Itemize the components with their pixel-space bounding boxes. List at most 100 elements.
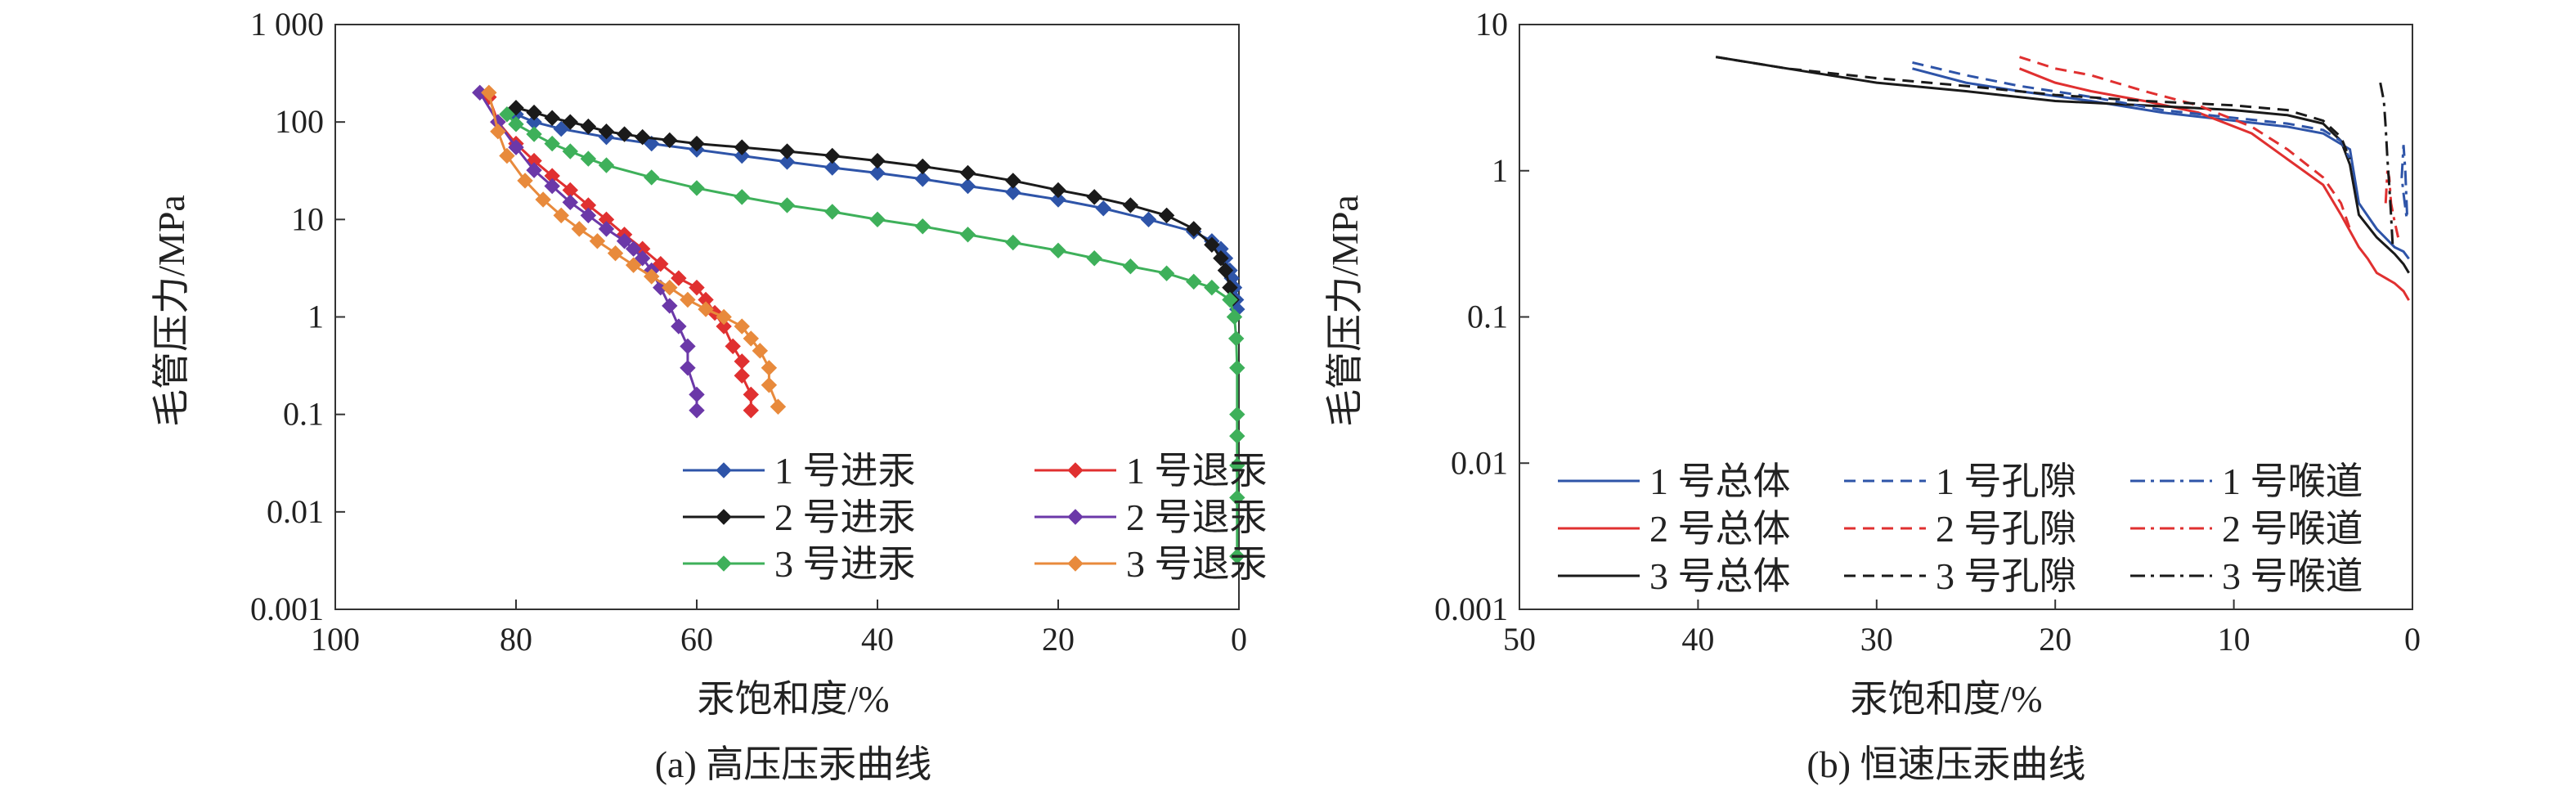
data-point xyxy=(1122,258,1139,275)
panel-a-chart: 毛管压力/MPa 汞饱和度/% (a) 高压压汞曲线 0.001 0.01 0.1 1… xyxy=(150,6,1268,785)
data-point xyxy=(544,177,560,195)
y-tick-label: 0.001 xyxy=(1434,591,1508,627)
data-point xyxy=(662,279,678,296)
x-tick-label: 50 xyxy=(1503,621,1536,658)
x-tick-label: 60 xyxy=(680,621,713,658)
data-point xyxy=(508,100,524,116)
series-line xyxy=(515,113,1239,310)
data-point xyxy=(634,128,651,146)
x-tick-label: 20 xyxy=(2039,621,2071,658)
legend-marker xyxy=(716,509,732,525)
series-6 xyxy=(481,84,787,415)
series-2 xyxy=(2018,67,2410,301)
y-tick-label: 1 xyxy=(307,299,324,335)
data-point xyxy=(1140,211,1157,228)
data-point xyxy=(1005,234,1021,251)
data-point xyxy=(562,114,579,130)
data-point xyxy=(1204,279,1220,296)
data-point xyxy=(716,308,732,326)
x-tick-label: 100 xyxy=(311,621,360,658)
series-line xyxy=(1912,67,2410,260)
legend-marker xyxy=(716,462,732,478)
data-point xyxy=(824,159,841,176)
data-point xyxy=(671,318,687,335)
legend-entry: 2 号孔隙 xyxy=(1844,508,2077,550)
legend-entry: 3 号退汞 xyxy=(1034,543,1268,585)
series-line xyxy=(2379,82,2394,248)
data-point xyxy=(653,255,669,272)
panel-a-ylabel: 毛管压力/MPa xyxy=(150,195,192,427)
data-point xyxy=(734,147,750,164)
data-point xyxy=(644,268,660,285)
data-point xyxy=(761,360,778,376)
legend-marker xyxy=(1067,555,1084,572)
data-point xyxy=(562,143,579,159)
legend-label: 1 号孔隙 xyxy=(1936,460,2077,502)
data-point xyxy=(580,118,597,135)
data-point xyxy=(1222,291,1238,308)
data-point xyxy=(1204,236,1220,253)
x-tick-label: 40 xyxy=(1681,621,1714,658)
data-point xyxy=(869,152,886,169)
legend-label: 3 号进汞 xyxy=(774,543,916,585)
data-point xyxy=(1229,360,1245,376)
data-point xyxy=(1005,184,1021,200)
series-5 xyxy=(2019,56,2351,230)
series-line xyxy=(1912,61,2351,160)
panel-a-caption: (a) 高压压汞曲线 xyxy=(655,743,932,785)
legend-marker xyxy=(1067,462,1084,478)
panel-b-xlabel: 汞饱和度/% xyxy=(1850,678,2042,720)
legend-label: 1 号总体 xyxy=(1649,460,1791,502)
legend-label: 2 号孔隙 xyxy=(1936,508,2077,550)
data-point xyxy=(1217,262,1234,279)
data-point xyxy=(689,279,705,296)
data-point xyxy=(914,218,931,235)
data-point xyxy=(616,233,633,249)
data-point xyxy=(869,211,886,228)
data-point xyxy=(671,270,687,286)
legend-entry: 3 号孔隙 xyxy=(1844,555,2077,597)
data-point xyxy=(499,106,515,123)
legend-entry: 3 号进汞 xyxy=(683,543,916,585)
data-point xyxy=(680,360,696,376)
data-point xyxy=(544,110,560,126)
data-point xyxy=(1213,250,1229,267)
legend-label: 2 号退汞 xyxy=(1126,496,1268,538)
legend-label: 1 号退汞 xyxy=(1126,450,1268,492)
data-point xyxy=(1186,221,1202,237)
y-tick-label: 10 xyxy=(291,200,324,237)
data-point xyxy=(869,164,886,182)
data-point xyxy=(779,154,796,170)
data-point xyxy=(571,221,588,237)
series-5 xyxy=(472,84,705,419)
y-tick-label: 0.01 xyxy=(267,493,324,530)
panel-b-caption: (b) 恒速压汞曲线 xyxy=(1806,743,2085,785)
legend-label: 1 号进汞 xyxy=(774,450,916,492)
data-point xyxy=(580,150,597,167)
x-tick-label: 30 xyxy=(1860,621,1893,658)
data-point xyxy=(734,318,750,335)
legend-entry: 1 号进汞 xyxy=(683,450,916,492)
x-tick-label: 0 xyxy=(2404,621,2421,658)
data-point xyxy=(553,120,569,137)
panel-b-ylabel: 毛管压力/MPa xyxy=(1324,195,1366,427)
y-tick-label: 0.01 xyxy=(1451,444,1508,481)
panel-a-xlabel: 汞饱和度/% xyxy=(697,678,889,720)
y-tick-label: 0.001 xyxy=(250,591,324,627)
legend-entry: 2 号总体 xyxy=(1558,508,1791,550)
data-point xyxy=(553,207,569,224)
data-point xyxy=(1050,182,1066,199)
data-point xyxy=(959,164,976,182)
data-point xyxy=(1158,207,1175,224)
data-point xyxy=(959,227,976,243)
data-point xyxy=(779,143,796,159)
data-point xyxy=(1086,189,1102,205)
legend-marker xyxy=(716,555,732,572)
data-point xyxy=(1050,191,1066,208)
data-point xyxy=(625,257,642,273)
series-4 xyxy=(1912,61,2351,160)
series-9 xyxy=(2379,82,2394,248)
data-point xyxy=(1158,265,1175,281)
data-point xyxy=(734,367,750,384)
data-point xyxy=(734,139,750,155)
